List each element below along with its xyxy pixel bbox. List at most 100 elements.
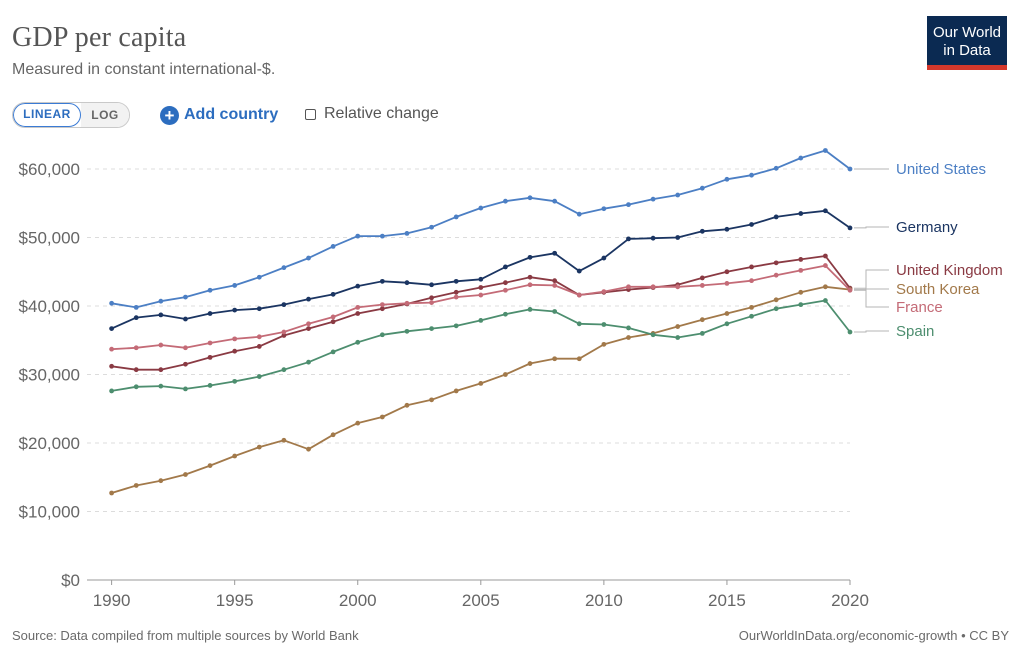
x-tick-label: 2015 xyxy=(708,591,746,610)
data-point xyxy=(133,483,139,488)
data-point xyxy=(478,317,484,323)
data-point xyxy=(429,300,434,305)
data-point xyxy=(232,378,238,384)
data-point xyxy=(798,267,804,273)
data-point xyxy=(281,367,287,373)
data-point xyxy=(503,198,508,204)
data-point xyxy=(724,226,730,232)
data-point xyxy=(429,326,434,332)
data-point xyxy=(773,260,779,266)
add-country-button[interactable]: + Add country xyxy=(160,103,278,127)
relative-change-toggle[interactable]: Relative change xyxy=(305,105,439,123)
data-point xyxy=(158,367,164,373)
data-point xyxy=(478,276,484,282)
data-point xyxy=(601,322,607,327)
data-point xyxy=(847,225,853,231)
data-point xyxy=(330,244,336,249)
data-point xyxy=(453,214,459,220)
data-point xyxy=(330,291,336,297)
data-point xyxy=(527,254,533,260)
plus-circle-icon: + xyxy=(160,105,179,125)
data-point xyxy=(183,472,188,477)
data-point xyxy=(207,463,213,469)
data-point xyxy=(232,307,238,313)
data-point xyxy=(773,297,779,303)
data-point xyxy=(232,348,238,354)
credit-note[interactable]: OurWorldInData.org/economic-growth • CC … xyxy=(738,628,1009,643)
data-point xyxy=(379,302,385,308)
data-point xyxy=(601,206,607,212)
data-point xyxy=(675,192,681,198)
data-point xyxy=(183,386,188,392)
source-note[interactable]: Source: Data compiled from multiple sour… xyxy=(12,628,359,643)
data-point xyxy=(503,287,508,293)
data-point xyxy=(379,278,385,284)
data-point xyxy=(798,211,804,216)
data-point xyxy=(109,300,115,306)
data-point xyxy=(183,294,188,300)
data-point xyxy=(281,265,287,271)
data-point xyxy=(822,253,828,259)
y-tick-label: $50,000 xyxy=(19,229,80,248)
data-point xyxy=(749,172,754,178)
logo-red-bar xyxy=(927,65,1007,70)
data-point xyxy=(256,274,262,280)
x-tick-label: 2010 xyxy=(585,591,623,610)
data-point xyxy=(675,324,681,329)
data-point xyxy=(798,302,804,308)
label-connector xyxy=(854,289,889,308)
data-point xyxy=(158,312,164,318)
label-connector xyxy=(854,269,889,289)
owid-logo[interactable]: Our World in Data xyxy=(927,16,1007,70)
data-point xyxy=(749,278,754,284)
log-scale-button[interactable]: LOG xyxy=(81,103,129,127)
data-point xyxy=(429,397,434,403)
data-point xyxy=(404,328,410,334)
data-point xyxy=(724,321,730,327)
data-point xyxy=(429,282,434,288)
linear-scale-button[interactable]: LINEAR xyxy=(13,103,81,127)
data-point xyxy=(798,289,804,295)
data-point xyxy=(675,284,681,290)
data-point xyxy=(773,306,779,312)
data-point xyxy=(576,211,582,217)
scale-toggle: LOG LINEAR xyxy=(12,102,130,128)
x-tick-label: 1995 xyxy=(216,591,254,610)
data-point xyxy=(109,490,115,496)
data-point xyxy=(650,235,656,241)
data-point xyxy=(749,264,754,270)
data-point xyxy=(183,361,188,367)
data-point xyxy=(453,289,459,295)
data-point xyxy=(699,185,705,191)
data-point xyxy=(699,331,705,336)
data-point xyxy=(355,233,361,239)
data-point xyxy=(552,309,558,314)
data-point xyxy=(109,326,115,332)
data-point xyxy=(133,367,139,373)
data-point xyxy=(306,296,311,302)
data-point xyxy=(699,283,705,288)
data-point xyxy=(404,300,410,306)
data-point xyxy=(699,275,705,281)
data-point xyxy=(503,280,508,286)
data-point xyxy=(478,285,484,290)
data-point xyxy=(256,344,262,349)
data-point xyxy=(232,453,238,459)
data-point xyxy=(133,384,139,390)
data-point xyxy=(478,292,484,298)
data-point xyxy=(626,335,631,340)
data-point xyxy=(429,295,434,301)
y-tick-label: $60,000 xyxy=(19,160,80,179)
data-point xyxy=(453,278,459,284)
data-point xyxy=(404,280,410,286)
relative-change-label: Relative change xyxy=(324,105,439,122)
data-point xyxy=(256,334,262,340)
data-point xyxy=(527,361,533,366)
data-point xyxy=(552,356,558,362)
data-point xyxy=(552,278,558,284)
logo-line-2: in Data xyxy=(943,42,991,59)
relative-change-checkbox[interactable] xyxy=(305,108,316,120)
data-point xyxy=(207,340,213,346)
data-point xyxy=(330,319,336,325)
data-point xyxy=(453,294,459,300)
